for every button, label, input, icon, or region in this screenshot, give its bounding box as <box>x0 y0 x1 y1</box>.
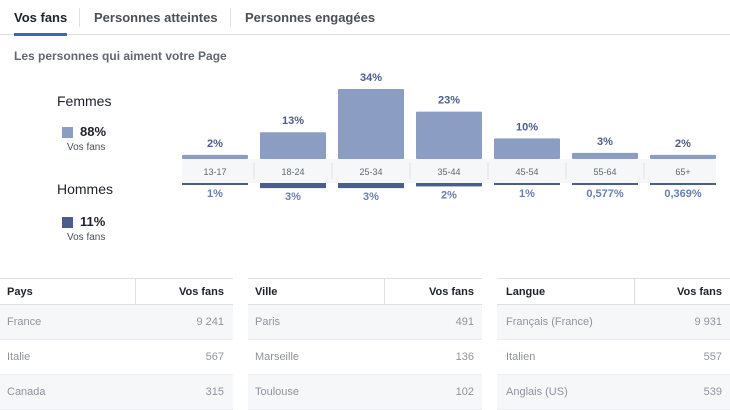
gender-men-label: Hommes <box>57 181 114 197</box>
men-color-swatch <box>62 217 73 228</box>
column-divider <box>634 279 635 305</box>
fan-count: 315 <box>205 386 224 398</box>
tab-bar: Vos fans Personnes atteintes Personnes e… <box>0 0 730 36</box>
country-table: Pays Vos fans France 9 241 Italie 567 Ca… <box>0 278 233 410</box>
bar-label-women: 3% <box>597 136 613 148</box>
table-row: France 9 241 <box>0 305 233 340</box>
city-table: Ville Vos fans Paris 491 Marseille 136 T… <box>248 278 482 410</box>
table-row: Paris 491 <box>248 305 482 340</box>
bar-label-women: 10% <box>516 121 538 133</box>
bar-men <box>338 183 404 189</box>
column-header-pays[interactable]: Pays <box>7 286 33 298</box>
gender-women-percent: 88% <box>80 124 107 139</box>
city-name: Toulouse <box>255 386 300 398</box>
fan-count: 491 <box>455 316 474 328</box>
column-header-vos-fans[interactable]: Vos fans <box>676 286 722 298</box>
bar-men <box>494 183 560 185</box>
section-title: Les personnes qui aiment votre Page <box>14 49 227 63</box>
tab-divider <box>79 8 80 27</box>
fan-count: 9 241 <box>196 316 224 328</box>
language-name: Italien <box>506 351 536 363</box>
bar-label-women: 2% <box>207 138 223 150</box>
bar-women <box>260 132 326 159</box>
age-category-label: 13-17 <box>203 167 226 177</box>
table-header: Pays Vos fans <box>0 278 233 305</box>
women-color-swatch <box>62 127 73 138</box>
country-name: France <box>7 316 42 328</box>
tab-vos-fans[interactable]: Vos fans <box>14 0 68 36</box>
language-name: Français (France) <box>506 316 593 328</box>
column-header-ville[interactable]: Ville <box>255 286 278 298</box>
bar-women <box>650 154 716 159</box>
column-header-langue[interactable]: Langue <box>506 286 546 298</box>
fan-count: 136 <box>455 351 474 363</box>
language-table: Langue Vos fans Français (France) 9 931 … <box>497 278 730 410</box>
table-header: Langue Vos fans <box>497 278 730 305</box>
bar-men <box>416 183 482 187</box>
bar-label-women: 2% <box>675 138 691 150</box>
age-category-label: 25-34 <box>359 167 382 177</box>
age-category-label: 55-64 <box>593 167 616 177</box>
language-name: Anglais (US) <box>506 386 568 398</box>
age-category-label: 18-24 <box>281 167 304 177</box>
bar-label-men: 2% <box>441 189 457 201</box>
gender-women-sub: Vos fans <box>67 142 106 153</box>
column-header-vos-fans[interactable]: Vos fans <box>178 286 224 298</box>
bar-women <box>182 154 248 159</box>
gender-women-label: Femmes <box>57 93 112 109</box>
bar-women <box>416 111 482 159</box>
fan-count: 567 <box>205 351 224 363</box>
column-divider <box>135 279 136 305</box>
age-gender-chart-svg: 2% 1% 13-17 13% 3% 18-24 34% 3% 25-34 23% 2% 35-44 1… <box>182 72 716 203</box>
fan-count: 102 <box>455 386 474 398</box>
age-category-label: 45-54 <box>515 167 538 177</box>
fan-count: 539 <box>703 386 722 398</box>
column-divider <box>384 279 385 305</box>
age-category-label: 65+ <box>675 167 690 177</box>
bar-label-men: 1% <box>207 188 223 200</box>
city-name: Paris <box>255 316 281 328</box>
bar-label-women: 34% <box>360 72 382 84</box>
bar-label-men: 3% <box>285 191 301 203</box>
bar-men <box>650 183 716 185</box>
fan-count: 557 <box>703 351 722 363</box>
bar-women <box>494 138 560 159</box>
age-gender-chart: 2% 1% 13-17 13% 3% 18-24 34% 3% 25-34 23% 2% 35-44 1… <box>170 60 730 210</box>
gender-men-percent: 11% <box>80 214 106 229</box>
bar-label-men: 1% <box>519 188 535 200</box>
bar-men <box>182 183 248 185</box>
table-row: Canada 315 <box>0 375 233 410</box>
bar-label-men: 0,577% <box>586 188 624 200</box>
bar-men <box>260 183 326 189</box>
column-header-vos-fans[interactable]: Vos fans <box>428 286 474 298</box>
age-category-label: 35-44 <box>437 167 460 177</box>
tab-divider <box>230 8 231 27</box>
bar-women <box>338 89 404 159</box>
table-row: Français (France) 9 931 <box>497 305 730 340</box>
table-header: Ville Vos fans <box>248 278 482 305</box>
table-row: Toulouse 102 <box>248 375 482 410</box>
table-row: Marseille 136 <box>248 340 482 375</box>
bar-label-men: 0,369% <box>664 188 702 200</box>
bar-label-women: 23% <box>438 95 460 107</box>
table-row: Italien 557 <box>497 340 730 375</box>
tab-personnes-engagees[interactable]: Personnes engagées <box>245 10 376 25</box>
bar-women <box>572 152 638 159</box>
bar-label-women: 13% <box>282 115 304 127</box>
table-row: Anglais (US) 539 <box>497 375 730 410</box>
bar-label-men: 3% <box>363 191 379 203</box>
country-name: Italie <box>7 351 31 363</box>
age-label-band <box>182 159 716 183</box>
table-row: Italie 567 <box>0 340 233 375</box>
tab-personnes-atteintes[interactable]: Personnes atteintes <box>94 10 218 25</box>
country-name: Canada <box>7 386 46 398</box>
gender-men-sub: Vos fans <box>67 232 106 243</box>
bar-men <box>572 183 638 185</box>
city-name: Marseille <box>255 351 300 363</box>
fan-count: 9 931 <box>694 316 722 328</box>
